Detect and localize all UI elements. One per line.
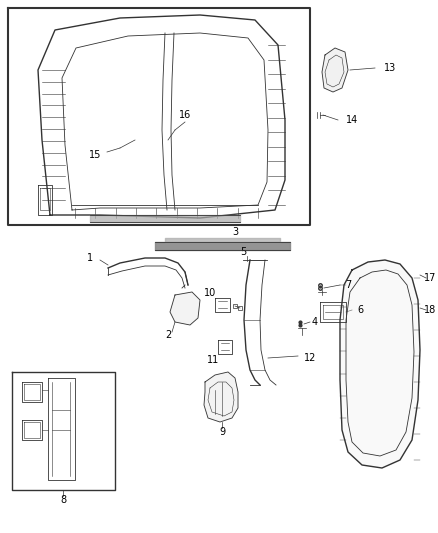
Text: 3: 3 — [232, 227, 238, 237]
Text: 4: 4 — [312, 317, 318, 327]
Polygon shape — [340, 260, 420, 468]
Text: 2: 2 — [165, 330, 171, 340]
Text: 6: 6 — [357, 305, 363, 315]
Text: 15: 15 — [89, 150, 101, 160]
Text: 5: 5 — [240, 247, 246, 257]
Text: 10: 10 — [204, 288, 216, 298]
Text: 7: 7 — [345, 280, 351, 290]
Polygon shape — [322, 48, 348, 92]
Polygon shape — [204, 372, 238, 422]
Text: 17: 17 — [424, 273, 436, 283]
Polygon shape — [170, 292, 200, 325]
Text: 14: 14 — [346, 115, 358, 125]
Text: 13: 13 — [384, 63, 396, 73]
Text: 8: 8 — [60, 495, 66, 505]
Text: 1: 1 — [87, 253, 93, 263]
Text: 18: 18 — [424, 305, 436, 315]
Text: 11: 11 — [207, 355, 219, 365]
Text: 12: 12 — [304, 353, 316, 363]
Text: 9: 9 — [219, 427, 225, 437]
Text: 16: 16 — [179, 110, 191, 120]
